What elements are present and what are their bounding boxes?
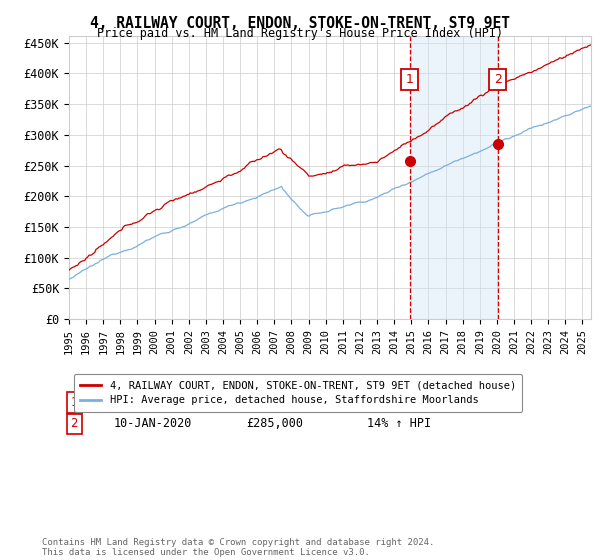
Text: Price paid vs. HM Land Registry's House Price Index (HPI): Price paid vs. HM Land Registry's House … bbox=[97, 27, 503, 40]
Text: 4, RAILWAY COURT, ENDON, STOKE-ON-TRENT, ST9 9ET: 4, RAILWAY COURT, ENDON, STOKE-ON-TRENT,… bbox=[90, 16, 510, 31]
Text: 1: 1 bbox=[70, 396, 78, 409]
Text: 14% ↑ HPI: 14% ↑ HPI bbox=[367, 417, 431, 430]
Text: 25% ↑ HPI: 25% ↑ HPI bbox=[367, 396, 431, 409]
Bar bbox=[410, 36, 498, 319]
Text: 1: 1 bbox=[406, 73, 413, 86]
Text: 2: 2 bbox=[494, 73, 502, 86]
Text: 2: 2 bbox=[70, 417, 78, 430]
Text: 25-NOV-2014: 25-NOV-2014 bbox=[113, 396, 192, 409]
Text: £285,000: £285,000 bbox=[247, 417, 304, 430]
Text: Contains HM Land Registry data © Crown copyright and database right 2024.
This d: Contains HM Land Registry data © Crown c… bbox=[42, 538, 434, 557]
Text: 10-JAN-2020: 10-JAN-2020 bbox=[113, 417, 192, 430]
Legend: 4, RAILWAY COURT, ENDON, STOKE-ON-TRENT, ST9 9ET (detached house), HPI: Average : 4, RAILWAY COURT, ENDON, STOKE-ON-TRENT,… bbox=[74, 374, 522, 412]
Text: £257,000: £257,000 bbox=[247, 396, 304, 409]
